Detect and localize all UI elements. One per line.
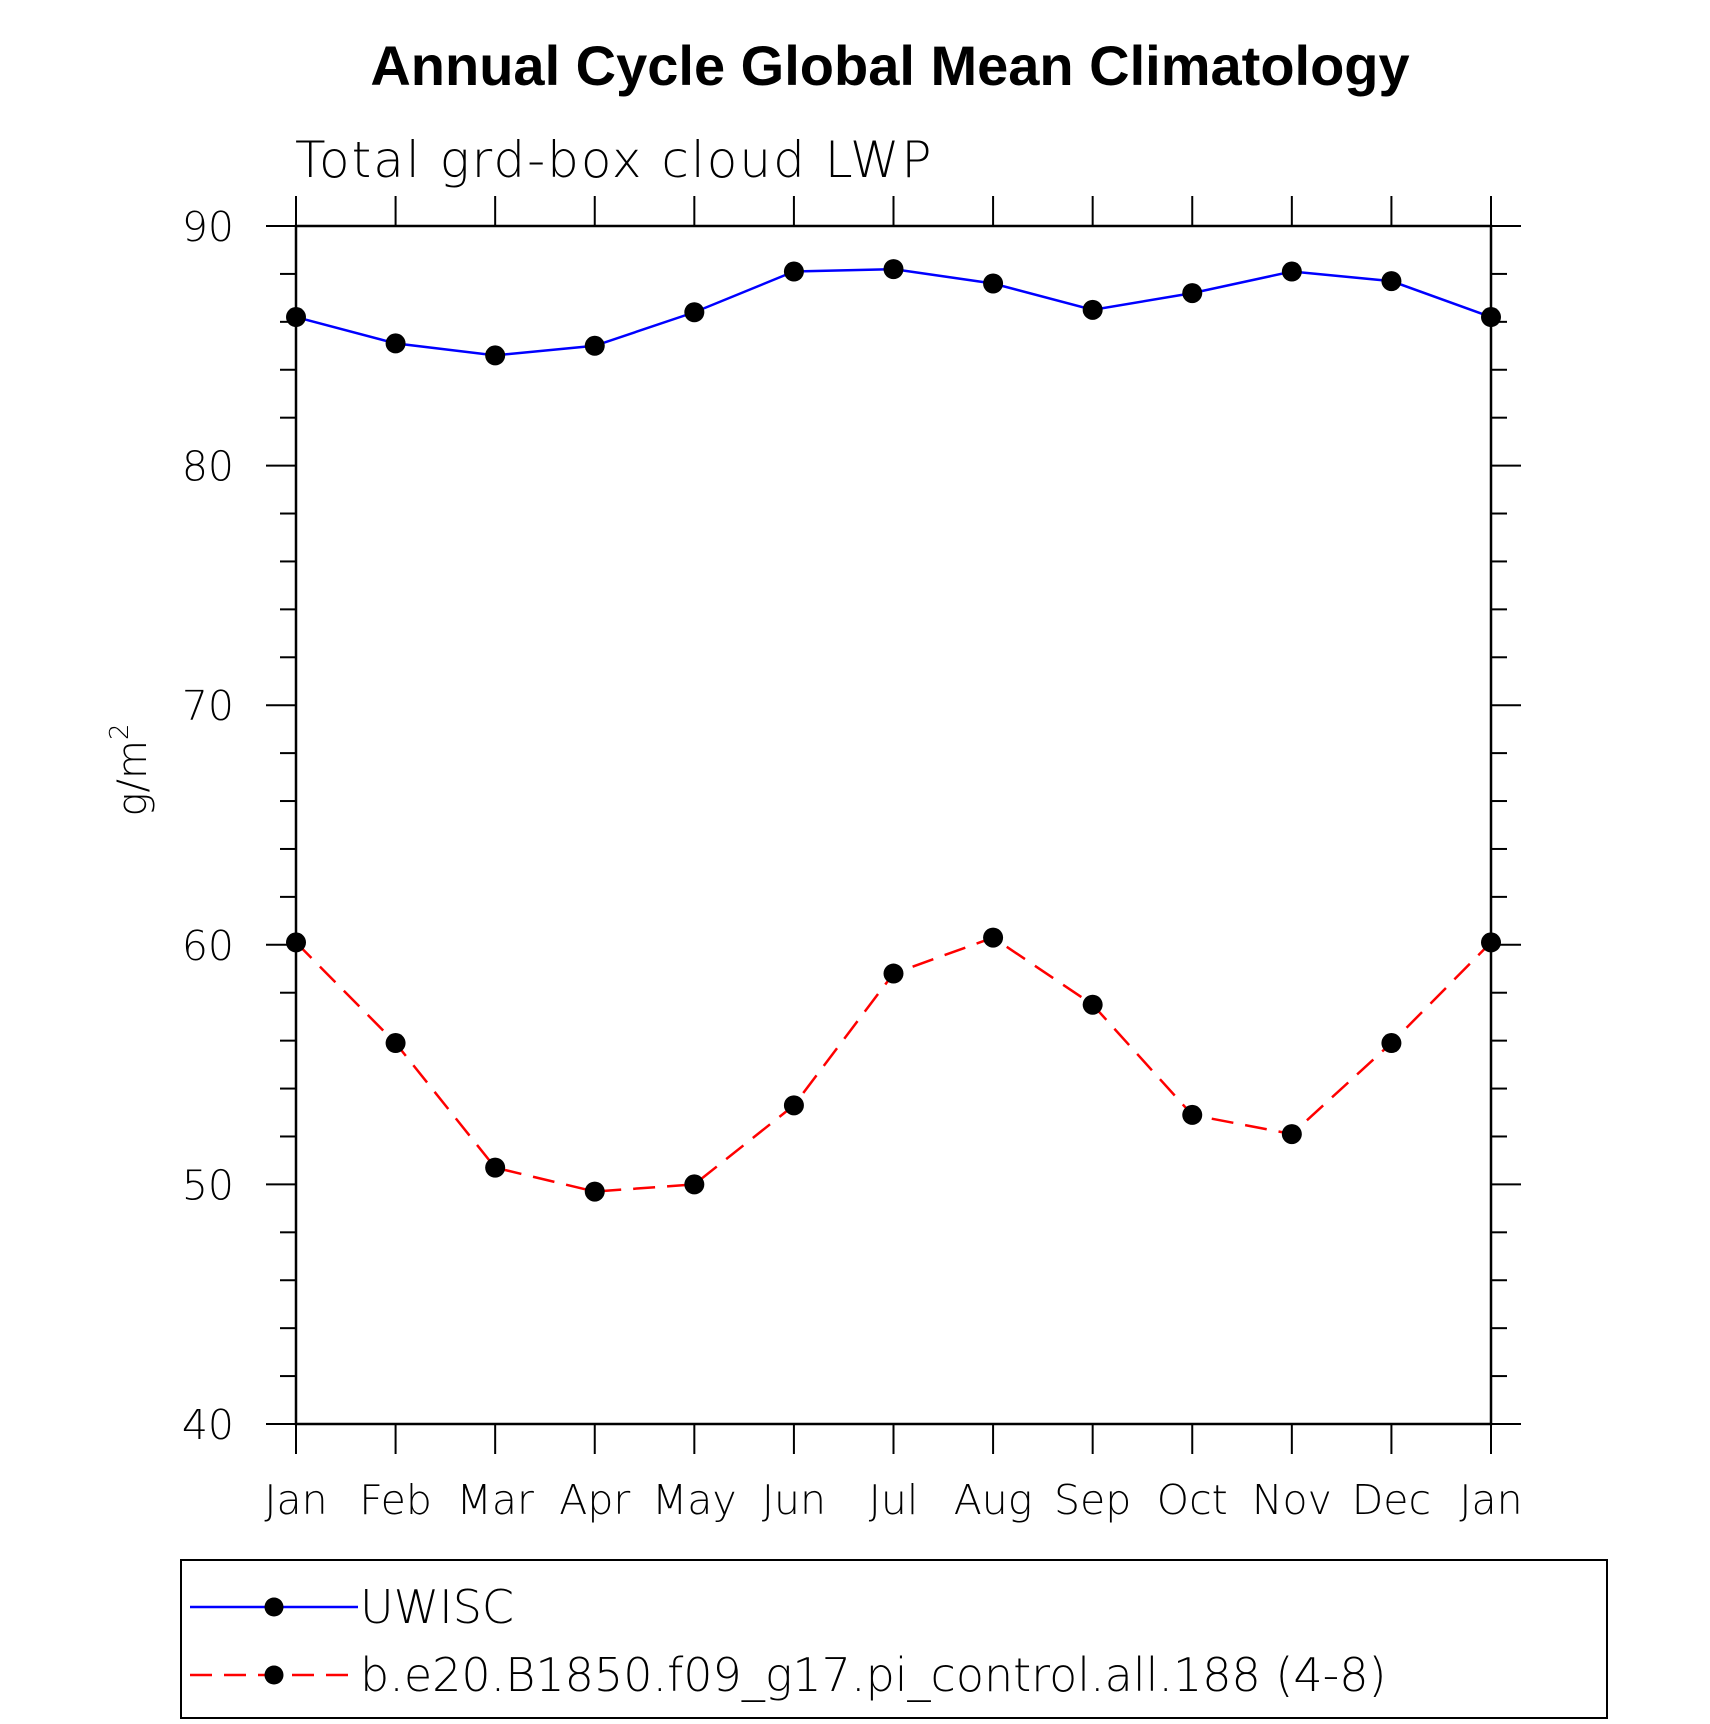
x-tick-label: Jun <box>762 1476 826 1524</box>
y-tick-label: 60 <box>182 922 234 970</box>
legend-label-series-1: b.e20.B1850.f09_g17.pi_control.all.188 (… <box>360 1648 1386 1702</box>
x-tick-label: Mar <box>456 1476 533 1524</box>
series-1-point <box>1082 994 1103 1015</box>
svg-text:g/m2: g/m2 <box>105 724 156 817</box>
series-1-point <box>385 1033 406 1054</box>
series-0-point <box>1281 261 1302 282</box>
y-tick-label: 80 <box>182 443 234 491</box>
x-tick-label: May <box>652 1476 737 1524</box>
x-tick-label: Jan <box>264 1476 327 1524</box>
series-0-point <box>485 345 506 366</box>
y-tick-labels: 40 50 60 70 80 90 <box>182 203 234 1449</box>
series-0-point <box>584 335 605 356</box>
legend-marker-series-0 <box>264 1597 284 1617</box>
x-tick-label: Dec <box>1352 1476 1431 1524</box>
series-1-point <box>1281 1124 1302 1145</box>
series-0-point <box>1082 299 1103 320</box>
y-axis-label: g/m2 <box>105 724 156 817</box>
legend-label-series-0: UWISC <box>360 1580 514 1634</box>
x-tick-label: Jul <box>869 1476 918 1524</box>
series-0-point <box>1481 307 1501 328</box>
series-0-point <box>1182 283 1203 304</box>
series-1-point <box>1182 1104 1203 1125</box>
series-1-point <box>1481 932 1501 953</box>
series-1-point <box>883 963 904 984</box>
plot-frame <box>294 224 1493 1426</box>
series-1-point <box>684 1174 705 1195</box>
x-tick-label: Oct <box>1157 1476 1228 1524</box>
legend-marker-series-1 <box>264 1665 284 1685</box>
y-axis-label-superscript: 2 <box>105 724 135 741</box>
axis-ticks <box>266 196 1521 1454</box>
y-tick-label: 90 <box>182 203 234 251</box>
x-tick-label: Apr <box>559 1476 630 1524</box>
x-tick-label: Jan <box>1459 1476 1522 1524</box>
y-tick-label: 70 <box>182 682 234 730</box>
x-tick-labels: Jan Feb Mar Apr May Jun Jul Aug Sep Oct Nov Dec Jan <box>264 1476 1522 1524</box>
series-0-point <box>286 307 306 328</box>
series-1-point <box>485 1157 506 1178</box>
y-tick-label: 50 <box>182 1161 234 1209</box>
x-tick-label: Feb <box>359 1476 432 1524</box>
series-1-point <box>584 1181 605 1202</box>
legend-box <box>180 1559 1608 1719</box>
legend: UWISC b.e20.B1850.f09_g17.pi_control.all… <box>180 1559 1608 1719</box>
x-tick-label: Sep <box>1054 1476 1131 1524</box>
series-0-point <box>684 302 705 323</box>
series-0-point <box>883 259 904 280</box>
series-1-point <box>983 927 1004 948</box>
series-line-0 <box>295 267 1492 357</box>
x-tick-label: Aug <box>954 1476 1033 1524</box>
chart-subtitle: Total grd-box cloud LWP <box>295 131 934 189</box>
series-1-point <box>783 1095 804 1116</box>
series-1-point <box>286 932 306 953</box>
series-0-point <box>1381 271 1402 292</box>
series-0-point <box>385 333 406 354</box>
chart-title: Annual Cycle Global Mean Climatology <box>370 34 1409 97</box>
series-0-point <box>983 273 1004 294</box>
series-layer <box>286 259 1501 1202</box>
x-tick-label: Nov <box>1252 1476 1332 1524</box>
y-tick-label: 40 <box>182 1401 234 1449</box>
series-0-point <box>783 261 804 282</box>
series-1-point <box>1381 1033 1402 1054</box>
y-axis-label-text: g/m <box>110 740 156 816</box>
